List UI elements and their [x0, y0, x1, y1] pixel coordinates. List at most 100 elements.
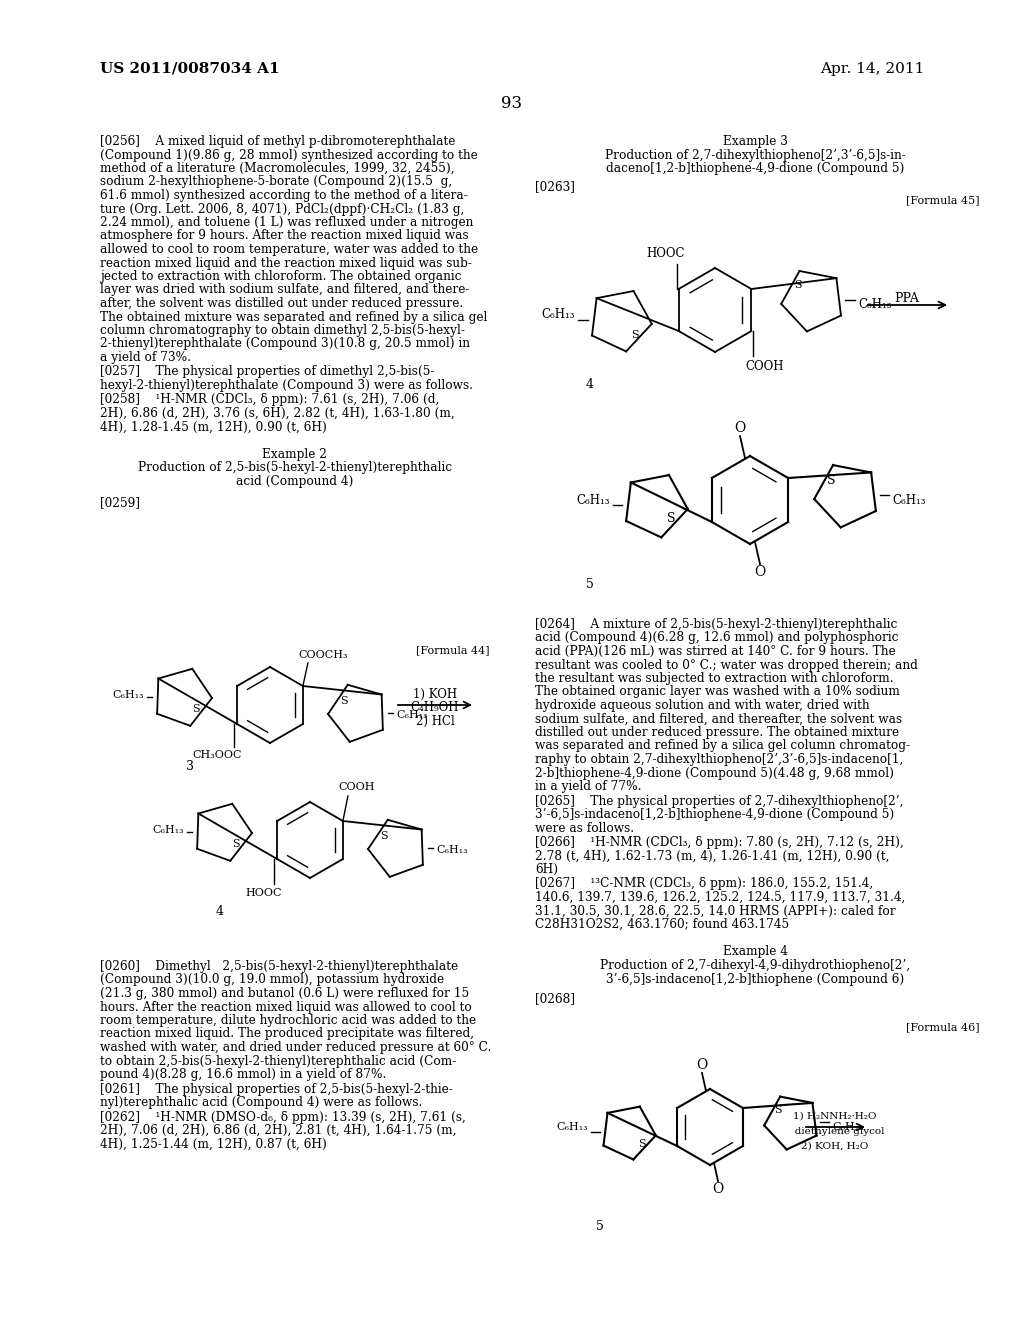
Text: pound 4)(8.28 g, 16.6 mmol) in a yield of 87%.: pound 4)(8.28 g, 16.6 mmol) in a yield o… — [100, 1068, 386, 1081]
Text: daceno[1,2-b]thiophene-4,9-dione (Compound 5): daceno[1,2-b]thiophene-4,9-dione (Compou… — [606, 162, 904, 176]
Text: The obtained organic layer was washed with a 10% sodium: The obtained organic layer was washed wi… — [535, 685, 900, 698]
Text: US 2011/0087034 A1: US 2011/0087034 A1 — [100, 62, 280, 77]
Text: 2H), 7.06 (d, 2H), 6.86 (d, 2H), 2.81 (t, 4H), 1.64-1.75 (m,: 2H), 7.06 (d, 2H), 6.86 (d, 2H), 2.81 (t… — [100, 1125, 457, 1137]
Text: acid (Compound 4): acid (Compound 4) — [237, 475, 353, 488]
Text: S: S — [232, 840, 240, 849]
Text: S: S — [667, 512, 675, 525]
Text: 3’-6,5]s-indaceno[1,2-b]thiophene (Compound 6): 3’-6,5]s-indaceno[1,2-b]thiophene (Compo… — [606, 973, 904, 986]
Text: resultant was cooled to 0° C.; water was dropped therein; and: resultant was cooled to 0° C.; water was… — [535, 659, 918, 672]
Text: C₆H₁₃: C₆H₁₃ — [396, 710, 428, 719]
Text: COOH: COOH — [745, 360, 783, 374]
Text: The obtained mixture was separated and refined by a silica gel: The obtained mixture was separated and r… — [100, 310, 487, 323]
Text: S: S — [774, 1105, 781, 1115]
Text: O: O — [734, 421, 745, 436]
Text: 2-thienyl)terephthalate (Compound 3)(10.8 g, 20.5 mmol) in: 2-thienyl)terephthalate (Compound 3)(10.… — [100, 338, 470, 351]
Text: 2.78 (t, 4H), 1.62-1.73 (m, 4), 1.26-1.41 (m, 12H), 0.90 (t,: 2.78 (t, 4H), 1.62-1.73 (m, 4), 1.26-1.4… — [535, 850, 890, 862]
Text: [0263]: [0263] — [535, 181, 574, 194]
Text: C₆H₁₃: C₆H₁₃ — [858, 298, 892, 312]
Text: [0257]    The physical properties of dimethyl 2,5-bis(5-: [0257] The physical properties of dimeth… — [100, 366, 434, 379]
Text: [0256]    A mixed liquid of methyl p-dibromoterephthalate: [0256] A mixed liquid of methyl p-dibrom… — [100, 135, 456, 148]
Text: S: S — [638, 1139, 646, 1148]
Text: distilled out under reduced pressure. The obtained mixture: distilled out under reduced pressure. Th… — [535, 726, 899, 739]
Text: 5: 5 — [586, 578, 594, 591]
Text: O: O — [755, 565, 766, 579]
Text: [Formula 45]: [Formula 45] — [906, 195, 980, 205]
Text: C₆H₁₃: C₆H₁₃ — [542, 309, 575, 322]
Text: 2-b]thiophene-4,9-dione (Compound 5)(4.48 g, 9.68 mmol): 2-b]thiophene-4,9-dione (Compound 5)(4.4… — [535, 767, 894, 780]
Text: C₆H₁₃: C₆H₁₃ — [436, 845, 468, 855]
Text: [0260]    Dimethyl   2,5-bis(5-hexyl-2-thienyl)terephthalate: [0260] Dimethyl 2,5-bis(5-hexyl-2-thieny… — [100, 960, 458, 973]
Text: 1) H₂NNH₂·H₂O: 1) H₂NNH₂·H₂O — [794, 1111, 877, 1121]
Text: diethylene glycol: diethylene glycol — [785, 1127, 885, 1137]
Text: to obtain 2,5-bis(5-hexyl-2-thienyl)terephthalic acid (Com-: to obtain 2,5-bis(5-hexyl-2-thienyl)tere… — [100, 1055, 457, 1068]
Text: a yield of 73%.: a yield of 73%. — [100, 351, 191, 364]
Text: [0261]    The physical properties of 2,5-bis(5-hexyl-2-thie-: [0261] The physical properties of 2,5-bi… — [100, 1082, 453, 1096]
Text: jected to extraction with chloroform. The obtained organic: jected to extraction with chloroform. Th… — [100, 271, 462, 282]
Text: in a yield of 77%.: in a yield of 77%. — [535, 780, 641, 793]
Text: 4H), 1.28-1.45 (m, 12H), 0.90 (t, 6H): 4H), 1.28-1.45 (m, 12H), 0.90 (t, 6H) — [100, 421, 327, 433]
Text: 4: 4 — [586, 378, 594, 391]
Text: HOOC: HOOC — [646, 247, 685, 260]
Text: 1) KOH: 1) KOH — [413, 688, 457, 701]
Text: reaction mixed liquid. The produced precipitate was filtered,: reaction mixed liquid. The produced prec… — [100, 1027, 474, 1040]
Text: HOOC: HOOC — [246, 888, 282, 898]
Text: 2.24 mmol), and toluene (1 L) was refluxed under a nitrogen: 2.24 mmol), and toluene (1 L) was reflux… — [100, 216, 473, 228]
Text: [Formula 46]: [Formula 46] — [906, 1022, 980, 1032]
Text: Example 3: Example 3 — [723, 135, 787, 148]
Text: [0265]    The physical properties of 2,7-dihexylthiopheno[2’,: [0265] The physical properties of 2,7-di… — [535, 795, 903, 808]
Text: C₆H₁₃: C₆H₁₃ — [153, 825, 184, 836]
Text: C₆H₁₃: C₆H₁₃ — [892, 494, 926, 507]
Text: (Compound 1)(9.86 g, 28 mmol) synthesized according to the: (Compound 1)(9.86 g, 28 mmol) synthesize… — [100, 149, 478, 161]
Text: C₆H₁₃: C₆H₁₃ — [113, 690, 144, 700]
Text: C₆H₁₃: C₆H₁₃ — [556, 1122, 588, 1133]
Text: hexyl-2-thienyl)terephthalate (Compound 3) were as follows.: hexyl-2-thienyl)terephthalate (Compound … — [100, 379, 473, 392]
Text: (Compound 3)(10.0 g, 19.0 mmol), potassium hydroxide: (Compound 3)(10.0 g, 19.0 mmol), potassi… — [100, 974, 444, 986]
Text: sodium sulfate, and filtered, and thereafter, the solvent was: sodium sulfate, and filtered, and therea… — [535, 713, 902, 726]
Text: 5: 5 — [596, 1220, 604, 1233]
Text: washed with water, and dried under reduced pressure at 60° C.: washed with water, and dried under reduc… — [100, 1041, 492, 1053]
Text: 61.6 mmol) synthesized according to the method of a litera-: 61.6 mmol) synthesized according to the … — [100, 189, 468, 202]
Text: 2) KOH, H₂O: 2) KOH, H₂O — [802, 1142, 868, 1151]
Text: S: S — [193, 704, 200, 714]
Text: COOH: COOH — [338, 781, 375, 792]
Text: 93: 93 — [502, 95, 522, 112]
Text: O: O — [713, 1181, 724, 1196]
Text: C₆H₁₃: C₆H₁₃ — [577, 494, 610, 507]
Text: S: S — [795, 280, 802, 290]
Text: 3’-6,5]s-indaceno[1,2-b]thiophene-4,9-dione (Compound 5): 3’-6,5]s-indaceno[1,2-b]thiophene-4,9-di… — [535, 808, 894, 821]
Text: [0259]: [0259] — [100, 496, 140, 510]
Text: 2) HCl: 2) HCl — [416, 715, 455, 729]
Text: ture (Org. Lett. 2006, 8, 4071), PdCl₂(dppf)·CH₂Cl₂ (1.83 g,: ture (Org. Lett. 2006, 8, 4071), PdCl₂(d… — [100, 202, 464, 215]
Text: Production of 2,7-dihexyl-4,9-dihydrothiopheno[2’,: Production of 2,7-dihexyl-4,9-dihydrothi… — [600, 960, 910, 972]
Text: [0262]    ¹H-NMR (DMSO-d₆, δ ppm): 13.39 (s, 2H), 7.61 (s,: [0262] ¹H-NMR (DMSO-d₆, δ ppm): 13.39 (s… — [100, 1110, 466, 1123]
Text: after, the solvent was distilled out under reduced pressure.: after, the solvent was distilled out und… — [100, 297, 463, 310]
Text: S: S — [380, 832, 388, 841]
Text: raphy to obtain 2,7-dihexylthiopheno[2’,3’-6,5]s-indaceno[1,: raphy to obtain 2,7-dihexylthiopheno[2’,… — [535, 752, 903, 766]
Text: layer was dried with sodium sulfate, and filtered, and there-: layer was dried with sodium sulfate, and… — [100, 284, 469, 297]
Text: [0258]    ¹H-NMR (CDCl₃, δ ppm): 7.61 (s, 2H), 7.06 (d,: [0258] ¹H-NMR (CDCl₃, δ ppm): 7.61 (s, 2… — [100, 393, 439, 407]
Text: nyl)terephthalic acid (Compound 4) were as follows.: nyl)terephthalic acid (Compound 4) were … — [100, 1096, 422, 1109]
Text: was separated and refined by a silica gel column chromatog-: was separated and refined by a silica ge… — [535, 739, 910, 752]
Text: S: S — [631, 330, 639, 341]
Text: 6H): 6H) — [535, 863, 558, 876]
Text: Apr. 14, 2011: Apr. 14, 2011 — [819, 62, 924, 77]
Text: were as follows.: were as follows. — [535, 821, 634, 834]
Text: [Formula 44]: [Formula 44] — [417, 645, 490, 655]
Text: CH₃OOC: CH₃OOC — [193, 750, 242, 760]
Text: [0264]    A mixture of 2,5-bis(5-hexyl-2-thienyl)terephthalic: [0264] A mixture of 2,5-bis(5-hexyl-2-th… — [535, 618, 897, 631]
Text: (21.3 g, 380 mmol) and butanol (0.6 L) were refluxed for 15: (21.3 g, 380 mmol) and butanol (0.6 L) w… — [100, 987, 469, 1001]
Text: C28H31O2S2, 463.1760; found 463.1745: C28H31O2S2, 463.1760; found 463.1745 — [535, 917, 790, 931]
Text: [0268]: [0268] — [535, 993, 575, 1005]
Text: [0267]    ¹³C-NMR (CDCl₃, δ ppm): 186.0, 155.2, 151.4,: [0267] ¹³C-NMR (CDCl₃, δ ppm): 186.0, 15… — [535, 878, 873, 891]
Text: reaction mixed liquid and the reaction mixed liquid was sub-: reaction mixed liquid and the reaction m… — [100, 256, 472, 269]
Text: acid (PPA)(126 mL) was stirred at 140° C. for 9 hours. The: acid (PPA)(126 mL) was stirred at 140° C… — [535, 645, 896, 657]
Text: atmosphere for 9 hours. After the reaction mixed liquid was: atmosphere for 9 hours. After the reacti… — [100, 230, 469, 243]
Text: Production of 2,7-dihexylthiopheno[2’,3’-6,5]s-in-: Production of 2,7-dihexylthiopheno[2’,3’… — [604, 149, 905, 161]
Text: S: S — [340, 696, 348, 706]
Text: method of a literature (Macromolecules, 1999, 32, 2455),: method of a literature (Macromolecules, … — [100, 162, 455, 176]
Text: allowed to cool to room temperature, water was added to the: allowed to cool to room temperature, wat… — [100, 243, 478, 256]
Text: 2H), 6.86 (d, 2H), 3.76 (s, 6H), 2.82 (t, 4H), 1.63-1.80 (m,: 2H), 6.86 (d, 2H), 3.76 (s, 6H), 2.82 (t… — [100, 407, 455, 420]
Text: C₆H₁₃: C₆H₁₃ — [831, 1122, 863, 1133]
Text: 3: 3 — [186, 760, 194, 774]
Text: the resultant was subjected to extraction with chloroform.: the resultant was subjected to extractio… — [535, 672, 894, 685]
